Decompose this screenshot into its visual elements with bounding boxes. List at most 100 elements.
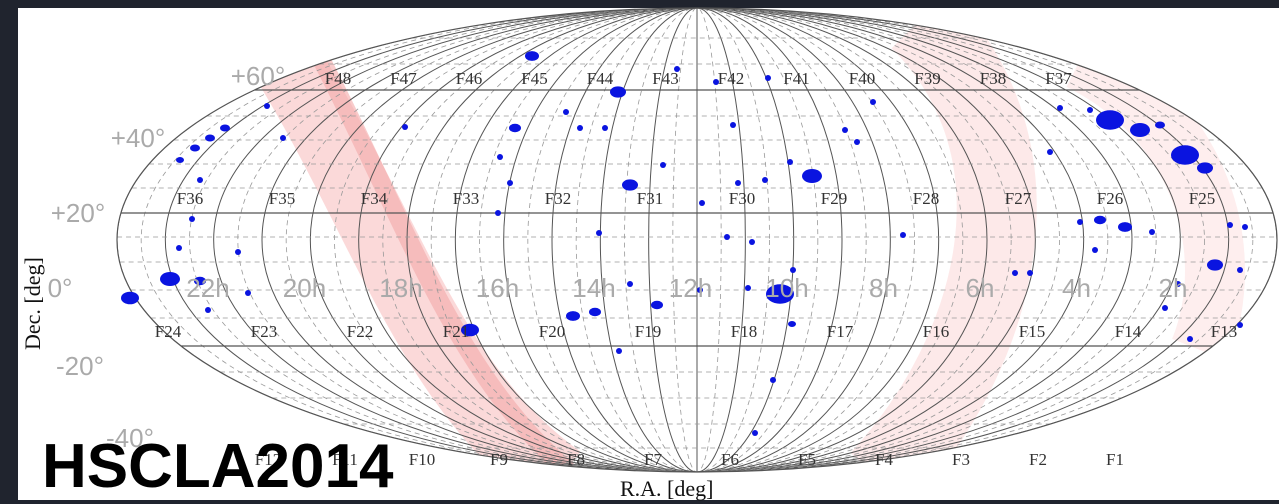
ra-label: 16h bbox=[476, 273, 519, 303]
meridian-minor bbox=[237, 8, 1157, 472]
meridian bbox=[599, 8, 795, 472]
survey-field bbox=[900, 232, 906, 238]
survey-field bbox=[1094, 215, 1106, 225]
survey-field bbox=[1187, 336, 1193, 342]
survey-field bbox=[735, 180, 741, 186]
field-label: F11 bbox=[332, 450, 358, 469]
survey-field bbox=[745, 285, 751, 291]
survey-field bbox=[1047, 149, 1053, 155]
survey-field bbox=[699, 200, 705, 206]
field-label: F37 bbox=[1045, 69, 1072, 88]
survey-field bbox=[766, 284, 794, 304]
field-label: F6 bbox=[721, 450, 739, 469]
survey-field bbox=[197, 177, 203, 183]
survey-field bbox=[1092, 247, 1098, 253]
ra-label: 18h bbox=[379, 273, 422, 303]
survey-field bbox=[1118, 222, 1132, 232]
survey-field bbox=[610, 86, 626, 98]
field-label: F8 bbox=[567, 450, 585, 469]
meridian-minor bbox=[430, 8, 964, 472]
survey-field bbox=[788, 321, 796, 327]
field-label: F34 bbox=[361, 189, 388, 208]
survey-field bbox=[627, 281, 633, 287]
field-label: F10 bbox=[409, 450, 435, 469]
survey-field bbox=[1149, 229, 1155, 235]
ra-label: 14h bbox=[572, 273, 615, 303]
survey-field bbox=[245, 290, 251, 296]
field-label: F48 bbox=[325, 69, 351, 88]
field-label: F2 bbox=[1029, 450, 1047, 469]
field-label: F43 bbox=[652, 69, 678, 88]
ra-label: 20h bbox=[283, 273, 326, 303]
survey-field bbox=[697, 287, 703, 293]
field-label: F23 bbox=[251, 322, 277, 341]
y-axis-label: Dec. [deg] bbox=[20, 257, 45, 350]
meridian-minor bbox=[672, 8, 722, 472]
survey-field bbox=[787, 159, 793, 165]
meridian bbox=[213, 8, 1181, 472]
survey-field bbox=[525, 51, 539, 61]
survey-field bbox=[589, 307, 601, 317]
survey-field bbox=[724, 234, 730, 240]
meridian bbox=[406, 8, 988, 472]
field-label: F9 bbox=[490, 450, 508, 469]
survey-field bbox=[1237, 322, 1243, 328]
field-label: F39 bbox=[914, 69, 940, 88]
meridian-minor bbox=[334, 8, 1060, 472]
meridian bbox=[648, 8, 746, 472]
survey-field bbox=[765, 75, 771, 81]
survey-field bbox=[1237, 267, 1243, 273]
survey-field bbox=[770, 377, 776, 383]
ra-label: 12h bbox=[669, 273, 712, 303]
field-label: F22 bbox=[347, 322, 373, 341]
field-label: F47 bbox=[390, 69, 417, 88]
field-label: F21 bbox=[443, 322, 469, 341]
dec-label: +20° bbox=[51, 198, 106, 228]
field-label: F15 bbox=[1019, 322, 1045, 341]
field-label: F3 bbox=[952, 450, 970, 469]
x-axis-label: R.A. [deg] bbox=[620, 476, 713, 501]
field-label: F17 bbox=[827, 322, 854, 341]
field-label: F36 bbox=[177, 189, 203, 208]
meridian bbox=[454, 8, 940, 472]
survey-field bbox=[854, 139, 860, 145]
survey-field bbox=[235, 249, 241, 255]
survey-field bbox=[497, 154, 503, 160]
title: HSCLA2014 bbox=[42, 432, 394, 501]
meridian bbox=[309, 8, 1085, 472]
survey-field bbox=[790, 267, 796, 273]
field-label: F31 bbox=[637, 189, 663, 208]
survey-field bbox=[616, 348, 622, 354]
meridian-minor bbox=[624, 8, 770, 472]
survey-field bbox=[563, 109, 569, 115]
field-label: F13 bbox=[1211, 322, 1237, 341]
graticule bbox=[117, 8, 1277, 472]
field-label: F44 bbox=[587, 69, 614, 88]
survey-field bbox=[802, 169, 822, 183]
survey-field bbox=[1242, 224, 1248, 230]
survey-field bbox=[602, 125, 608, 131]
survey-field bbox=[264, 103, 270, 109]
survey-field bbox=[1087, 107, 1093, 113]
dec-label: -20° bbox=[56, 351, 104, 381]
survey-field bbox=[1096, 110, 1124, 130]
meridian bbox=[164, 8, 1230, 472]
field-label: F32 bbox=[545, 189, 571, 208]
survey-field bbox=[1057, 105, 1063, 111]
survey-field bbox=[205, 134, 215, 142]
field-label: F33 bbox=[453, 189, 479, 208]
survey-field bbox=[1012, 270, 1018, 276]
survey-field bbox=[461, 323, 479, 337]
meridian-minor bbox=[479, 8, 915, 472]
meridian-minor bbox=[189, 8, 1205, 472]
ra-label: 22h bbox=[186, 273, 229, 303]
meridian bbox=[503, 8, 891, 472]
survey-field bbox=[176, 157, 184, 163]
ra-label: 10h bbox=[765, 273, 808, 303]
survey-field bbox=[1027, 270, 1033, 276]
field-label: F5 bbox=[798, 450, 816, 469]
survey-field bbox=[160, 272, 180, 286]
field-label: F18 bbox=[731, 322, 757, 341]
survey-field bbox=[622, 179, 638, 191]
survey-field bbox=[674, 66, 680, 72]
